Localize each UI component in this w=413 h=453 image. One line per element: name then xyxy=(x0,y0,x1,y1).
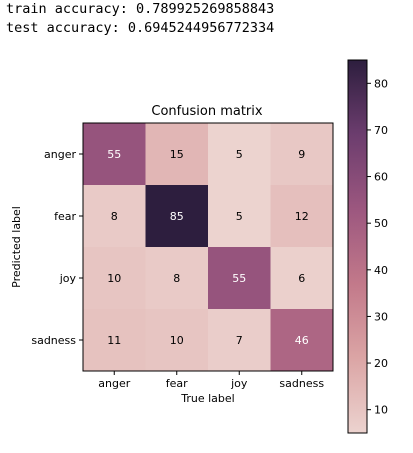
heatmap-cell xyxy=(270,309,334,372)
heatmap-cell xyxy=(145,309,209,372)
colorbar-tick-label: 20 xyxy=(374,357,388,370)
colorbar-tick-label: 40 xyxy=(374,264,388,277)
colorbar-tick-label: 10 xyxy=(374,404,388,417)
colorbar-tick-label: 70 xyxy=(374,124,388,137)
cell-value-label: 85 xyxy=(170,210,184,223)
y-tick-label: anger xyxy=(44,148,76,161)
colorbar-tick-label: 60 xyxy=(374,171,388,184)
heatmap-cell xyxy=(208,247,271,310)
cell-value-label: 5 xyxy=(236,210,243,223)
cell-value-label: 10 xyxy=(107,272,121,285)
x-tick-label: fear xyxy=(166,377,188,390)
x-axis-ticks: anger fear joy sadness xyxy=(98,371,324,390)
colorbar-tick-label: 80 xyxy=(374,77,388,90)
heatmap-cell xyxy=(270,247,334,310)
cell-value-label: 10 xyxy=(170,334,184,347)
cell-value-label: 8 xyxy=(173,272,180,285)
colorbar-tick-label: 50 xyxy=(374,217,388,230)
y-axis-label: Predicted label xyxy=(10,206,23,288)
heatmap-cell xyxy=(145,123,209,186)
heatmap-cell xyxy=(208,123,271,186)
cell-value-label: 5 xyxy=(236,148,243,161)
colorbar-tick-label: 30 xyxy=(374,310,388,323)
cell-value-label: 8 xyxy=(111,210,118,223)
cell-value-label: 11 xyxy=(107,334,121,347)
heatmap-cell xyxy=(83,309,146,372)
x-tick-label: anger xyxy=(98,377,130,390)
x-tick-label: joy xyxy=(230,377,248,390)
cell-value-label: 7 xyxy=(236,334,243,347)
test-accuracy-output: test accuracy: 0.6945244956772334 xyxy=(6,20,275,36)
cell-value-label: 15 xyxy=(170,148,184,161)
train-accuracy-output: train accuracy: 0.789925269858843 xyxy=(6,1,275,17)
heatmap-cell xyxy=(145,247,209,310)
chart-title: Confusion matrix xyxy=(151,104,262,119)
cell-value-label: 55 xyxy=(232,272,246,285)
cell-value-label: 6 xyxy=(298,272,305,285)
heatmap-cell xyxy=(145,185,209,248)
cell-value-label: 55 xyxy=(107,148,121,161)
colorbar-ticks: 10 20 30 40 50 60 70 80 xyxy=(367,77,388,417)
heatmap-cell xyxy=(83,185,146,248)
y-tick-label: sadness xyxy=(31,334,76,347)
cell-value-label: 9 xyxy=(298,148,305,161)
heatmap-cell xyxy=(270,123,334,186)
heatmap-cell xyxy=(208,309,271,372)
heatmap-cell xyxy=(208,185,271,248)
colorbar xyxy=(347,59,368,434)
cell-value-label: 46 xyxy=(295,334,309,347)
y-axis-ticks: anger fear joy sadness xyxy=(31,148,83,347)
plot-frame xyxy=(82,122,334,372)
x-tick-label: sadness xyxy=(279,377,324,390)
heatmap-cell xyxy=(83,247,146,310)
x-axis-label: True label xyxy=(180,392,234,405)
y-tick-label: fear xyxy=(54,210,76,223)
cell-value-label: 12 xyxy=(295,210,309,223)
y-tick-label: joy xyxy=(59,272,77,285)
heatmap-cell xyxy=(270,185,334,248)
heatmap-cell xyxy=(83,123,146,186)
